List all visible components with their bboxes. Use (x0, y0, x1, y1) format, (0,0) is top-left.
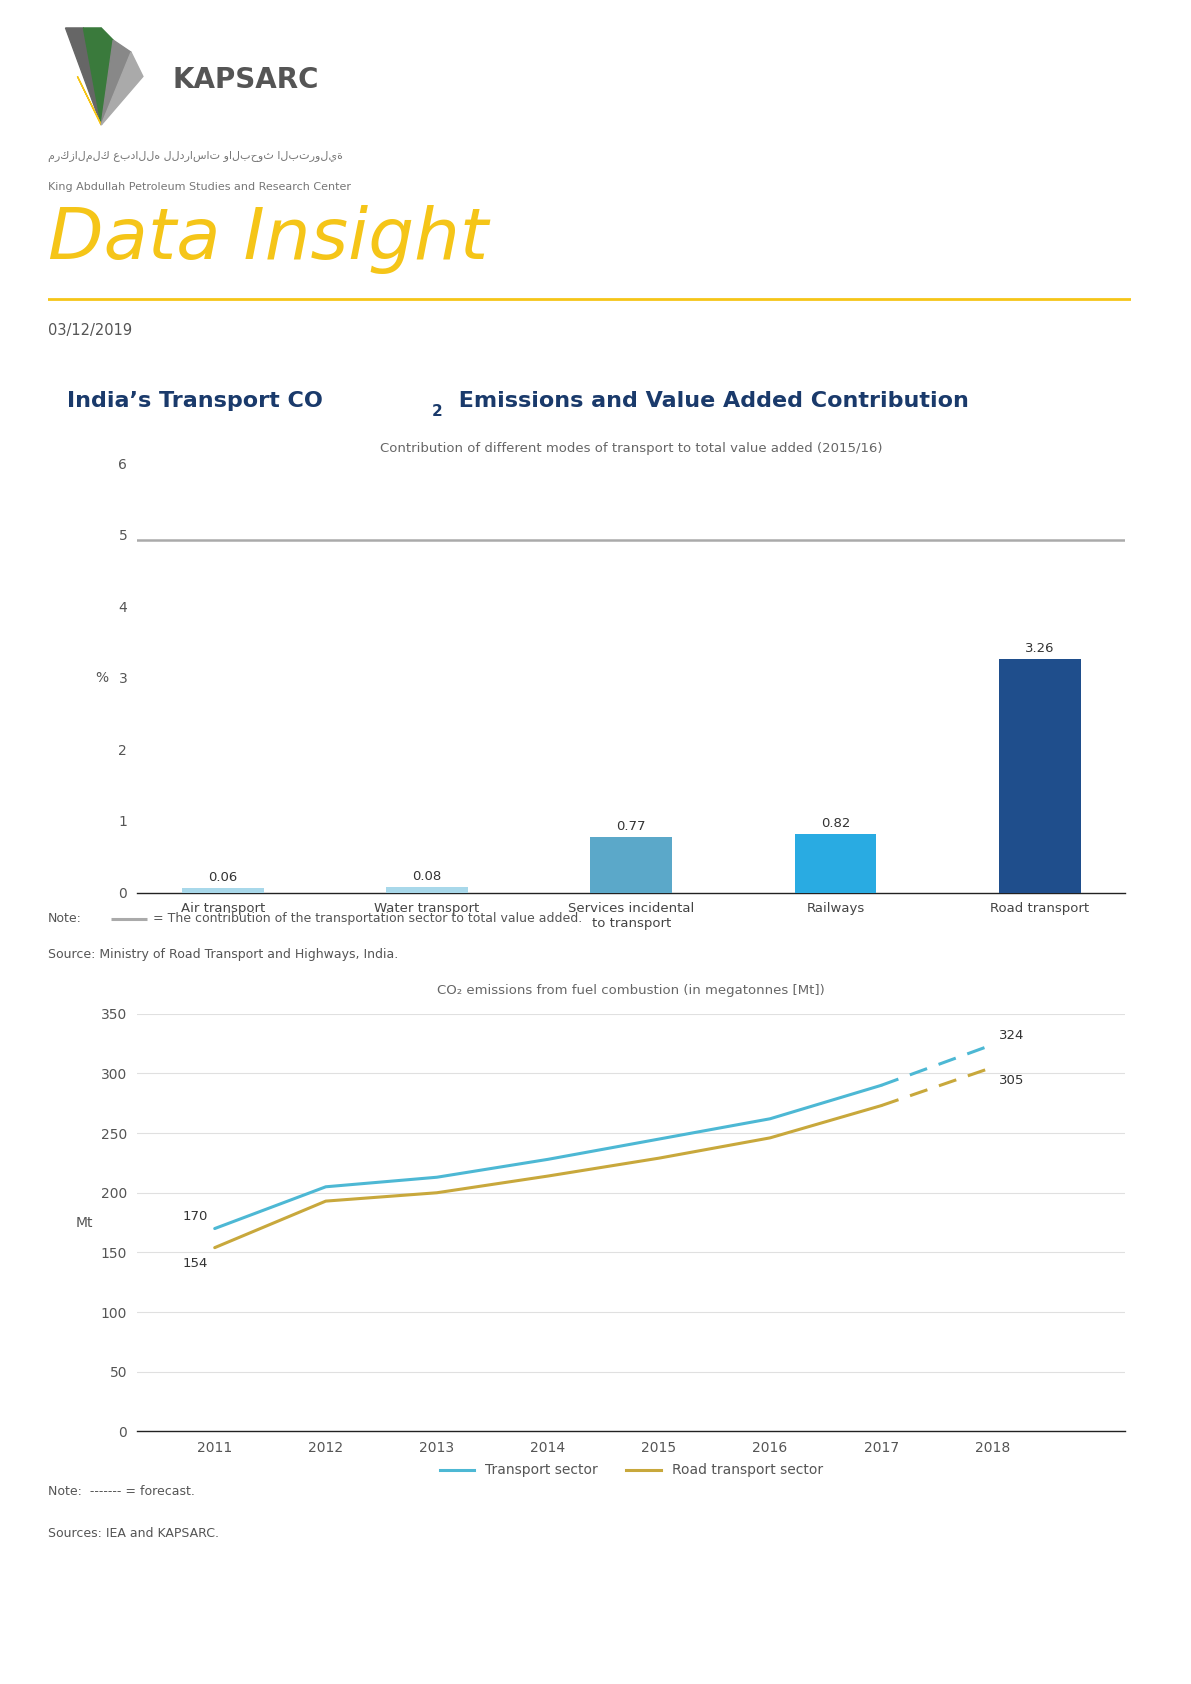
Text: 03/12/2019: 03/12/2019 (48, 323, 132, 337)
Text: Sources: IEA and KAPSARC.: Sources: IEA and KAPSARC. (48, 1526, 219, 1539)
Bar (386, 887, 468, 893)
Bar (999, 658, 1080, 893)
Text: 0.06: 0.06 (208, 871, 237, 884)
Polygon shape (101, 52, 143, 125)
Text: مركزالملك عبدالله للدراسات والبحوث البترولية: مركزالملك عبدالله للدراسات والبحوث البتر… (48, 152, 343, 162)
Text: CO₂ emissions from fuel combustion (in megatonnes [Mt]): CO₂ emissions from fuel combustion (in m… (437, 983, 825, 997)
Text: 0.08: 0.08 (412, 869, 442, 882)
Text: Data Insight: Data Insight (48, 205, 488, 274)
Text: Emissions and Value Added Contribution: Emissions and Value Added Contribution (451, 391, 968, 411)
Text: 0.77: 0.77 (617, 820, 646, 834)
Text: 324: 324 (999, 1029, 1024, 1042)
Y-axis label: %: % (95, 670, 108, 685)
Text: KAPSARC: KAPSARC (173, 66, 319, 94)
Text: India’s Transport CO: India’s Transport CO (67, 391, 323, 411)
Bar (591, 837, 672, 893)
Polygon shape (77, 76, 101, 125)
Text: 2: 2 (432, 404, 443, 419)
Y-axis label: Mt: Mt (75, 1216, 93, 1229)
Text: 305: 305 (999, 1074, 1024, 1088)
Title: Contribution of different modes of transport to total value added (2015/16): Contribution of different modes of trans… (380, 441, 883, 455)
Text: Note:  ------- = forecast.: Note: ------- = forecast. (48, 1485, 194, 1497)
Bar (794, 834, 877, 893)
Text: Note:: Note: (48, 913, 81, 925)
Text: 170: 170 (182, 1211, 207, 1223)
Text: 3.26: 3.26 (1025, 642, 1054, 655)
Text: 0.82: 0.82 (821, 817, 850, 830)
Polygon shape (66, 29, 101, 125)
Polygon shape (101, 40, 131, 125)
Text: 154: 154 (182, 1256, 207, 1270)
Legend: Transport sector, Road transport sector: Transport sector, Road transport sector (434, 1458, 829, 1484)
Polygon shape (101, 29, 113, 125)
Text: Source: Ministry of Road Transport and Highways, India.: Source: Ministry of Road Transport and H… (48, 948, 398, 962)
Text: King Abdullah Petroleum Studies and Research Center: King Abdullah Petroleum Studies and Rese… (48, 182, 350, 192)
Text: = The contribution of the transportation sector to total value added.: = The contribution of the transportation… (152, 913, 582, 925)
Bar (182, 887, 263, 893)
Polygon shape (83, 29, 101, 125)
